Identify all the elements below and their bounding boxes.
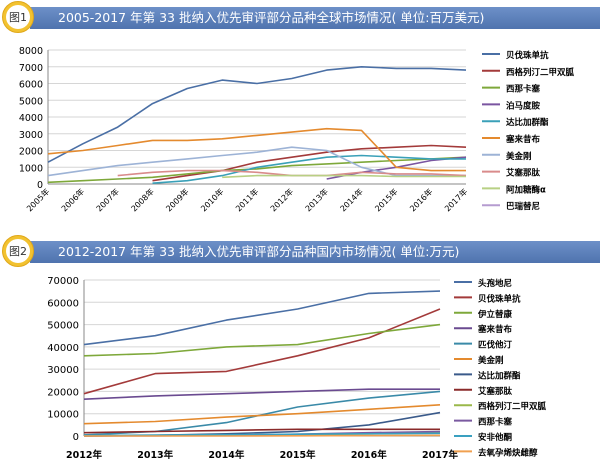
chart0-x-tick-label: 2013年 [303,186,330,213]
chart1-series-line-0 [83,290,441,346]
chart1-y-tick-label: 40000 [47,343,79,354]
chart0-y-tick-label: 5000 [19,96,43,107]
figure1-title-bar [30,7,600,29]
chart1-legend-label: 达比加群酯 [478,370,521,381]
chart1-y-tick-label: 10000 [47,410,79,421]
chart1-legend-label: 艾塞那肽 [478,386,513,397]
chart0-series-line-5 [47,127,466,172]
chart0-y-tick-label: 2000 [19,147,43,158]
chart1-y-tick-label: 0 [73,432,79,443]
chart1-series-line-1 [83,308,441,395]
chart1-y-tick-label: 20000 [47,387,79,398]
chart1-series-line-5 [83,404,441,425]
chart0-y-tick-label: 7000 [19,63,43,74]
chart0-x-tick-label: 2008年 [129,186,156,213]
chart0-legend-label: 达比加群酯 [506,117,549,128]
chart1-x-tick-label: 2015年 [280,449,316,461]
chart1-legend-label: 安非他酮 [478,432,513,443]
figure2-title: 2012-2017 年第 33 批纳入优先审评部分品种国内市场情况( 单位:万元… [58,244,460,259]
chart0-x-tick-label: 2010年 [198,186,225,213]
chart1-legend-label: 去氧孕烯炔雌醇 [478,447,538,458]
chart0-legend-label: 西那卡塞 [506,84,541,95]
figure1-header: 图1 2005-2017 年第 33 批纳入优先审评部分品种全球市场情况( 单位… [0,0,600,34]
chart0-y-tick-label: 8000 [19,46,43,57]
chart0-x-tick-label: 2014年 [338,186,365,213]
chart1-legend-label: 伊立替康 [477,309,513,320]
chart0-y-tick-label: 0 [37,180,43,191]
chart0-x-tick-label: 2012年 [268,186,295,213]
chart1-legend-label: 塞来昔布 [477,324,513,335]
chart0-x-tick-label: 2015年 [373,186,400,213]
chart0-y-tick-label: 4000 [19,113,43,124]
chart1-legend-label: 西那卡塞 [478,417,513,428]
chart0-legend-label: 美金刚 [506,151,532,162]
chart1-x-tick-label: 2017年 [422,449,458,461]
chart0-x-tick-label: 2011年 [233,186,260,213]
chart1-y-tick-label: 30000 [47,365,79,376]
chart0-series-line-8 [222,174,466,179]
chart1-legend-label: 西格列汀二甲双胍 [478,401,547,412]
chart0-x-tick-label: 2017年 [442,186,469,213]
chart0-legend-label: 巴瑞替尼 [506,201,541,212]
chart0-y-tick-label: 1000 [19,163,43,174]
chart0-series-line-6 [47,146,466,177]
chart1-legend-label: 贝伐珠单抗 [478,293,521,304]
figure2-badge-label: 图2 [6,239,30,263]
chart0-x-tick-label: 2009年 [164,186,191,213]
chart1-series-line-11 [84,434,441,437]
chart1-series-line-4 [83,390,441,436]
chart1-series-line-10 [83,432,441,437]
figure1-badge: 图1 [2,1,34,33]
figure2-chart: 0 10000 20000 30000 40000 50000 60000 70000 2012… [47,276,547,461]
chart0-y-tick-label: 6000 [19,80,43,91]
chart0-legend-label: 泊马度胺 [506,100,541,111]
chart0-legend-label: 贝伐珠单抗 [506,50,549,61]
figure2-badge: 图2 [2,235,34,267]
figure2-title-bar [30,241,600,263]
chart1-y-tick-label: 70000 [47,276,79,287]
chart1-series-line-3 [83,388,440,400]
chart0-legend-label: 西格列汀二甲双胍 [506,67,575,78]
chart1-y-tick-label: 60000 [47,298,79,309]
chart1-x-tick-label: 2013年 [137,449,173,461]
chart1-series-line-2 [83,323,441,357]
chart0-series-line-1 [152,144,467,182]
figure1-badge-label: 图1 [6,5,30,29]
figure1-title: 2005-2017 年第 33 批纳入优先审评部分品种全球市场情况( 单位:百万… [58,10,485,25]
chart1-legend-label: 匹伐他汀 [478,340,513,351]
figure2-header: 图2 2012-2017 年第 33 批纳入优先审评部分品种国内市场情况( 单位… [0,234,600,268]
chart0-legend-label: 塞来昔布 [505,134,541,145]
chart0-series-line-2 [47,156,467,184]
chart0-legend-label: 阿加糖酶α [506,184,546,195]
chart1-x-tick-label: 2014年 [208,449,244,461]
chart0-x-tick-label: 2016年 [407,186,434,213]
chart1-series-line-7 [83,428,440,434]
chart0-series-line-4 [152,154,466,184]
chart0-x-tick-label: 2006年 [59,186,86,213]
chart1-legend-label: 头孢地尼 [478,278,513,289]
chart0-x-tick-label: 2007年 [94,186,121,213]
chart1-legend-label: 美金刚 [478,355,504,366]
chart0-y-tick-label: 3000 [19,130,43,141]
chart1-y-tick-label: 50000 [47,321,79,332]
chart1-x-tick-label: 2012年 [66,449,102,461]
chart1-x-tick-label: 2016年 [351,449,387,461]
chart0-series-line-0 [47,66,467,163]
chart0-legend-label: 艾塞那肽 [506,168,541,179]
